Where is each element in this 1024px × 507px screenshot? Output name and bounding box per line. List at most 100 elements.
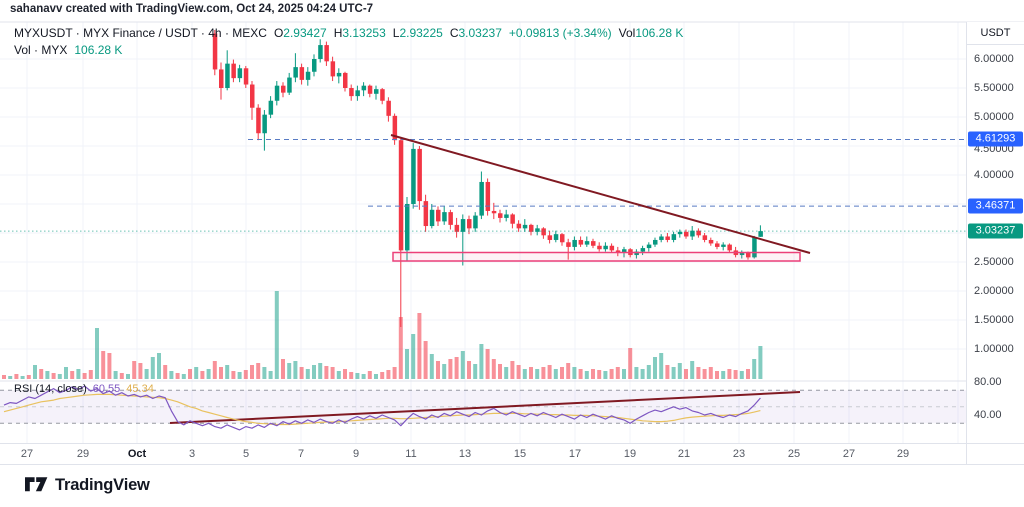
candle-body[interactable]	[510, 214, 515, 224]
candle-body[interactable]	[467, 219, 472, 229]
candle-body[interactable]	[411, 148, 416, 204]
candle-body[interactable]	[281, 85, 286, 93]
candle-body[interactable]	[256, 107, 261, 134]
candle-body[interactable]	[442, 212, 447, 222]
price-trendline[interactable]	[390, 134, 811, 254]
volume-bar	[448, 359, 453, 379]
candle-body[interactable]	[739, 252, 745, 256]
symbol-title[interactable]: MYXUSDT · MYX Finance / USDT · 4h · MEXC	[14, 26, 267, 40]
candle-body[interactable]	[299, 67, 305, 80]
candle-body[interactable]	[262, 114, 267, 134]
candle-body[interactable]	[268, 100, 274, 115]
candle-body[interactable]	[349, 88, 354, 97]
candle-body[interactable]	[677, 231, 683, 235]
candle-body[interactable]	[367, 85, 373, 94]
candle-body[interactable]	[485, 181, 491, 211]
candle-body[interactable]	[578, 239, 584, 245]
candle-body[interactable]	[361, 85, 367, 91]
candle-body[interactable]	[665, 236, 670, 240]
candle-body[interactable]	[640, 248, 646, 252]
candle-body[interactable]	[250, 84, 255, 108]
candle-body[interactable]	[312, 59, 317, 72]
candle-body[interactable]	[460, 219, 466, 232]
candle-body[interactable]	[479, 181, 484, 216]
candle-body[interactable]	[330, 61, 336, 77]
price-axis[interactable]: USDT 6.00000 5.50000 5.00000 4.50000 4.00000…	[966, 22, 1024, 465]
candle-body[interactable]	[603, 245, 608, 250]
candle-body[interactable]	[566, 242, 571, 247]
candle-body[interactable]	[535, 228, 540, 232]
candle-body[interactable]	[318, 45, 323, 59]
candle-body[interactable]	[429, 209, 435, 227]
footer-logo[interactable]: TradingView	[25, 476, 150, 495]
candle-body[interactable]	[405, 204, 410, 251]
candle-body[interactable]	[423, 201, 429, 227]
rsi-indicator-label[interactable]: RSI (14, close)	[14, 383, 87, 395]
candle-body[interactable]	[653, 239, 658, 245]
price-axis-title: USDT	[967, 22, 1024, 45]
candle-body[interactable]	[473, 215, 478, 229]
candle-body[interactable]	[553, 234, 559, 240]
candle-body[interactable]	[702, 235, 708, 240]
candle-body[interactable]	[243, 68, 249, 85]
candle-body[interactable]	[293, 67, 298, 78]
candle-body[interactable]	[374, 89, 379, 94]
candle-body[interactable]	[572, 239, 577, 247]
candle-body[interactable]	[454, 224, 460, 232]
candle-body[interactable]	[504, 214, 509, 218]
candle-body[interactable]	[398, 140, 404, 251]
candle-body[interactable]	[219, 69, 224, 88]
candle-body[interactable]	[659, 236, 664, 240]
candle-body[interactable]	[305, 71, 311, 80]
candle-body[interactable]	[491, 210, 497, 214]
candle-body[interactable]	[324, 45, 329, 62]
candle-body[interactable]	[721, 244, 726, 247]
candle-body[interactable]	[560, 234, 565, 243]
candle-body[interactable]	[541, 228, 546, 236]
candle-body[interactable]	[274, 85, 280, 101]
candle-body[interactable]	[715, 243, 720, 247]
candle-body[interactable]	[696, 230, 701, 236]
candle-body[interactable]	[392, 115, 398, 141]
candle-body[interactable]	[436, 209, 441, 222]
time-axis[interactable]: 27 29 Oct 3 5 7 9 11 13 15 17 19 21 23 25 27 29	[0, 443, 1024, 465]
candle-body[interactable]	[615, 250, 621, 253]
candle-body[interactable]	[343, 72, 348, 88]
candle-body[interactable]	[448, 212, 453, 225]
candle-body[interactable]	[690, 230, 695, 237]
rsi-trendline[interactable]	[169, 391, 801, 424]
candle-body[interactable]	[609, 245, 615, 251]
candle-body[interactable]	[646, 244, 652, 249]
candle-body[interactable]	[237, 68, 243, 79]
candle-body[interactable]	[671, 234, 677, 240]
candle-body[interactable]	[287, 77, 292, 93]
candle-body[interactable]	[746, 252, 751, 258]
candle-body[interactable]	[727, 244, 732, 251]
candle-body[interactable]	[591, 241, 596, 246]
candle-body[interactable]	[758, 231, 763, 237]
candle-body[interactable]	[584, 241, 590, 245]
candle-body[interactable]	[225, 63, 230, 88]
candle-body[interactable]	[547, 235, 553, 240]
volume-bar	[336, 371, 341, 379]
candle-body[interactable]	[212, 33, 218, 70]
support-channel-box[interactable]	[392, 251, 801, 262]
candle-body[interactable]	[336, 72, 342, 77]
candle-body[interactable]	[355, 90, 360, 97]
candle-body[interactable]	[708, 239, 714, 244]
candle-body[interactable]	[386, 100, 391, 116]
candle-body[interactable]	[622, 249, 627, 253]
candle-body[interactable]	[516, 223, 522, 229]
candle-body[interactable]	[231, 63, 236, 79]
candle-body[interactable]	[498, 213, 503, 218]
candle-body[interactable]	[380, 89, 385, 101]
candle-body[interactable]	[522, 224, 528, 229]
volume-indicator-label[interactable]: Vol · MYX	[14, 43, 68, 57]
candle-body[interactable]	[752, 237, 757, 258]
candle-body[interactable]	[634, 251, 639, 256]
candle-body[interactable]	[417, 148, 422, 202]
candle-body[interactable]	[529, 224, 534, 232]
candle-body[interactable]	[597, 245, 602, 250]
candle-body[interactable]	[684, 231, 689, 237]
